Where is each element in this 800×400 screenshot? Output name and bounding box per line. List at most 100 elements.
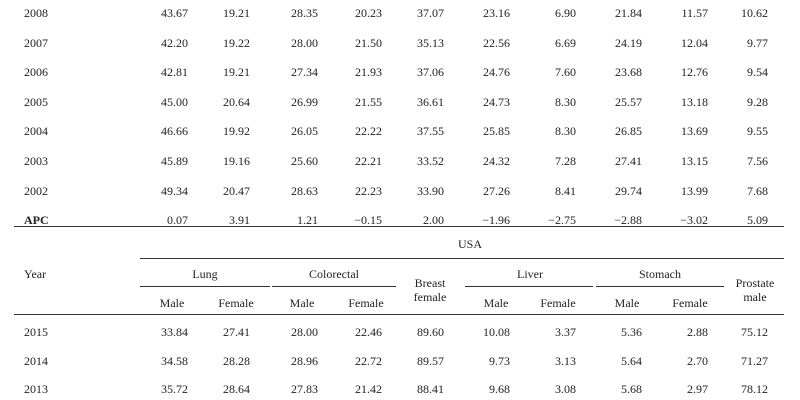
- sub-header: Male: [614, 296, 640, 310]
- table-cell: 37.55: [417, 124, 444, 139]
- table-cell: 43.67: [161, 6, 188, 20]
- sub-header: Female: [672, 296, 708, 310]
- table-cell: 6.90: [555, 6, 576, 20]
- table-cell: 22.72: [355, 353, 382, 368]
- table-cell: 7.68: [747, 183, 768, 198]
- group-header-liver: Liver: [517, 267, 543, 281]
- table-cell: 2.97: [687, 382, 708, 396]
- table-cell: 22.46: [355, 325, 382, 339]
- table-cell: 2.00: [423, 213, 444, 228]
- table-cell: 28.96: [291, 353, 318, 368]
- table-cell: 3.37: [555, 325, 576, 339]
- sub-header: Female: [348, 296, 384, 310]
- table-cell: 27.83: [291, 382, 318, 396]
- table-cell: 46.66: [161, 124, 188, 139]
- row-year: 2014: [24, 353, 48, 368]
- row-year: 2003: [24, 154, 48, 168]
- title-underline: [140, 258, 784, 259]
- row-year: 2004: [24, 124, 48, 139]
- table-cell: 21.42: [355, 382, 382, 396]
- sub-header: Female: [540, 296, 576, 310]
- table-cell: 26.05: [291, 124, 318, 139]
- table-cell: 19.16: [223, 154, 250, 168]
- table-cell: 26.85: [615, 124, 642, 139]
- group-header-prostate-line1: Prostate: [735, 276, 775, 290]
- row-year: 2006: [24, 65, 48, 80]
- table-cell: 5.64: [621, 353, 642, 368]
- table-cell: 34.58: [161, 353, 188, 368]
- table-cell: 21.55: [355, 94, 382, 109]
- section-divider: [14, 226, 784, 227]
- table-cell: 21.93: [355, 65, 382, 80]
- table-cell: 2.88: [687, 325, 708, 339]
- table-cell: 21.84: [615, 6, 642, 20]
- table-cell: 3.91: [229, 213, 250, 228]
- group-header-breast-line2: female: [413, 290, 447, 304]
- table-cell: 10.62: [741, 6, 768, 20]
- table-cell: 36.61: [417, 94, 444, 109]
- table-cell: 24.32: [483, 154, 510, 168]
- table-cell: 42.20: [161, 35, 188, 50]
- table-cell: 12.04: [681, 35, 708, 50]
- table-cell: 8.30: [555, 124, 576, 139]
- table-cell: 9.68: [489, 382, 510, 396]
- table-cell: 20.64: [223, 94, 250, 109]
- table-cell: 5.68: [621, 382, 642, 396]
- table-cell: 28.00: [291, 35, 318, 50]
- table-cell: 89.60: [417, 325, 444, 339]
- row-year: 2015: [24, 325, 48, 339]
- table-cell: 28.00: [291, 325, 318, 339]
- table-cell: 89.57: [417, 353, 444, 368]
- group-underline-stomach: [596, 286, 724, 287]
- table-cell: −1.96: [482, 213, 510, 228]
- sub-header: Male: [289, 296, 315, 310]
- table-cell: 71.27: [741, 353, 768, 368]
- table-cell: 27.41: [223, 325, 250, 339]
- table-cell: −2.75: [548, 213, 576, 228]
- sub-header: Female: [218, 296, 254, 310]
- table-cell: 24.19: [615, 35, 642, 50]
- table-cell: 22.21: [355, 154, 382, 168]
- table-cell: 33.52: [417, 154, 444, 168]
- table-cell: 45.89: [161, 154, 188, 168]
- group-underline-lung: [140, 286, 270, 287]
- sub-header: Male: [483, 296, 509, 310]
- table-cell: 33.90: [417, 183, 444, 198]
- table-cell: 3.13: [555, 353, 576, 368]
- table-cell: 42.81: [161, 65, 188, 80]
- table-cell: 6.69: [555, 35, 576, 50]
- row-year: 2002: [24, 183, 48, 198]
- table-cell: 35.13: [417, 35, 444, 50]
- group-header-prostate-line2: male: [743, 290, 767, 304]
- table-cell: 37.06: [417, 65, 444, 80]
- table-cell: 27.34: [291, 65, 318, 80]
- table-cell: 19.21: [223, 6, 250, 20]
- table-cell: 22.22: [355, 124, 382, 139]
- table-cell: 19.92: [223, 124, 250, 139]
- table-cell: 7.60: [555, 65, 576, 80]
- table-cell: −0.15: [354, 213, 382, 228]
- table-cell: 19.21: [223, 65, 250, 80]
- table-cell: 88.41: [417, 382, 444, 396]
- table-cell: 25.57: [615, 94, 642, 109]
- table-cell: 37.07: [417, 6, 444, 20]
- table-cell: 7.56: [747, 154, 768, 168]
- table-cell: 22.23: [355, 183, 382, 198]
- group-header-stomach: Stomach: [639, 267, 681, 281]
- table-cell: 13.18: [681, 94, 708, 109]
- table-cell: 27.41: [615, 154, 642, 168]
- table-cell: 9.28: [747, 94, 768, 109]
- table-cell: 28.63: [291, 183, 318, 198]
- table-cell: 28.35: [291, 6, 318, 20]
- table-cell: 0.07: [167, 213, 188, 228]
- header-bottom-rule: [14, 314, 784, 315]
- table-cell: 25.85: [483, 124, 510, 139]
- table-cell: 5.09: [747, 213, 768, 228]
- row-year: 2005: [24, 94, 48, 109]
- table-cell: 13.99: [681, 183, 708, 198]
- table-cell: 12.76: [681, 65, 708, 80]
- table-cell: 22.56: [483, 35, 510, 50]
- table-cell: 19.22: [223, 35, 250, 50]
- table-cell: 20.47: [223, 183, 250, 198]
- table-cell: 26.99: [291, 94, 318, 109]
